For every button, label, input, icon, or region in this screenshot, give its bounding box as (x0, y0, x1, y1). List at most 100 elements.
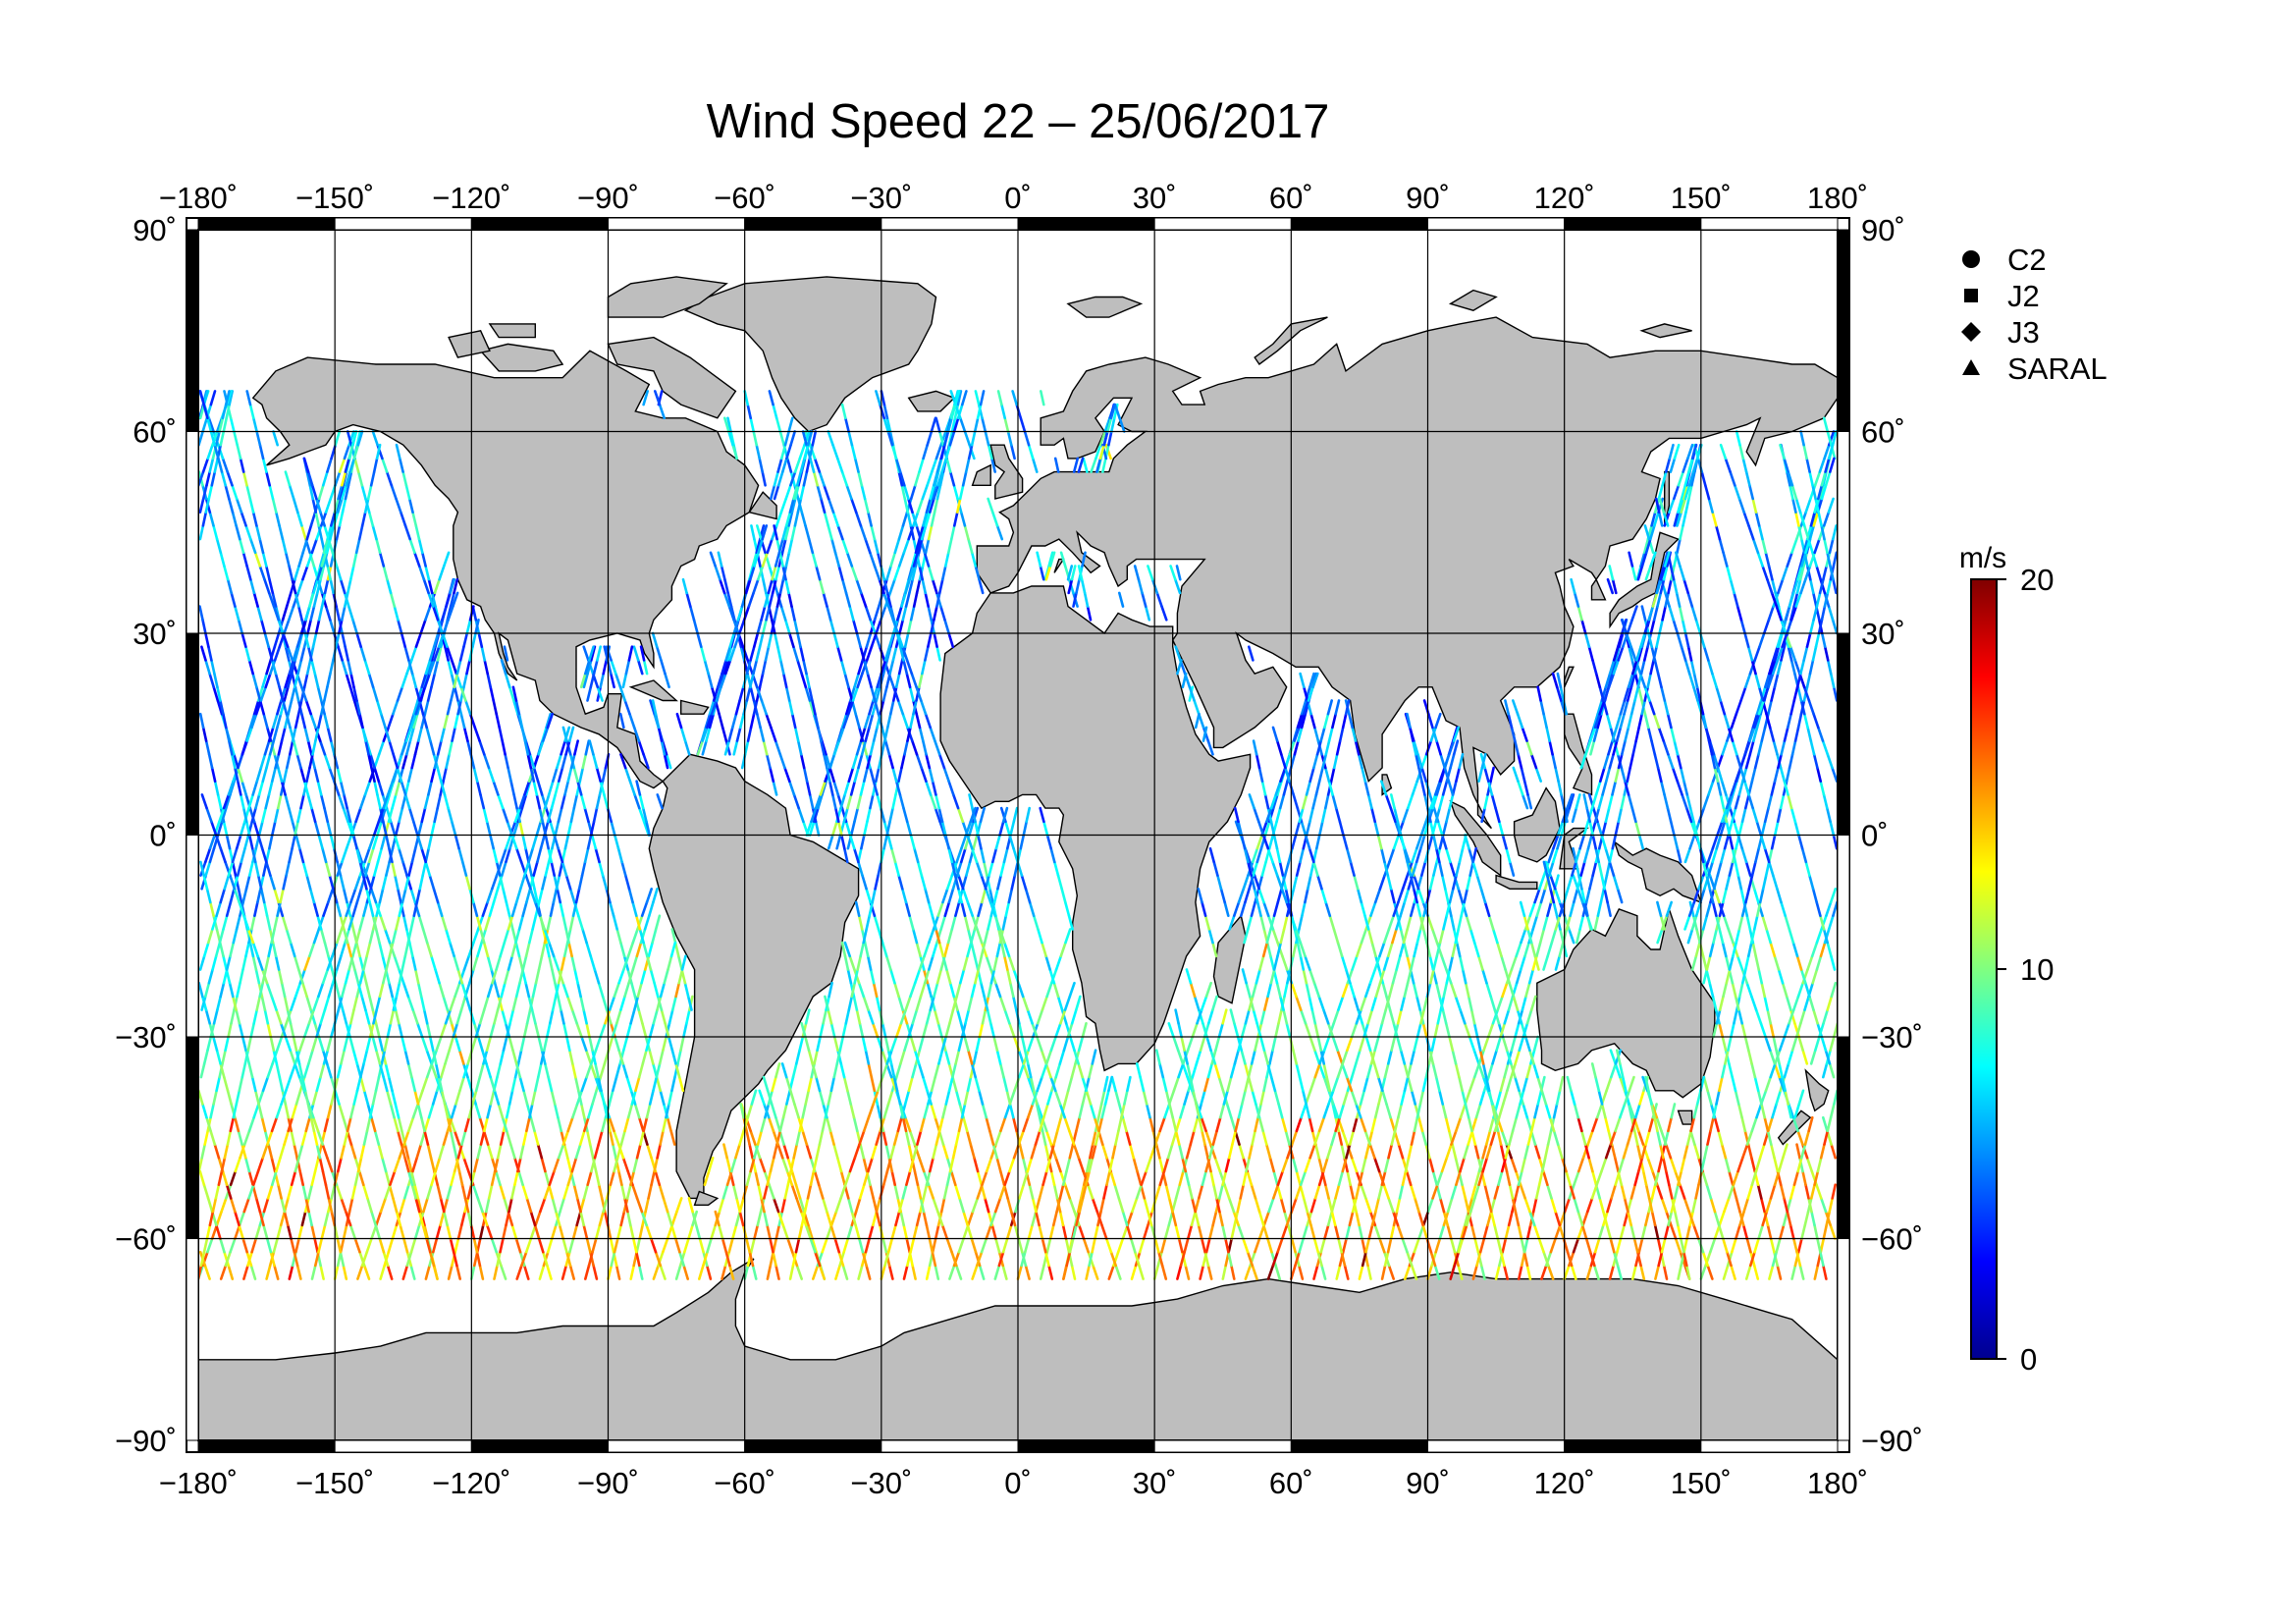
track-segment (409, 914, 416, 931)
track-segment (701, 726, 709, 742)
track-segment (1058, 1210, 1065, 1227)
track-segment (1592, 726, 1599, 742)
track-segment (1245, 1157, 1251, 1173)
track-segment (368, 928, 375, 945)
track-segment (413, 1183, 420, 1200)
track-segment (1671, 766, 1680, 784)
track-segment (1554, 887, 1562, 904)
track-segment (947, 631, 955, 649)
track-segment (370, 766, 376, 784)
track-segment (594, 1169, 601, 1186)
track-segment (1440, 834, 1448, 850)
track-segment (703, 659, 710, 676)
track-segment (846, 699, 855, 716)
track-segment (568, 887, 576, 904)
track-segment (319, 928, 327, 945)
track-segment (1262, 1075, 1268, 1093)
track-segment (1611, 834, 1618, 850)
track-segment (998, 1062, 1005, 1079)
track-segment (350, 430, 358, 447)
track-segment (270, 1169, 278, 1186)
track-segment (1481, 1143, 1488, 1160)
track-segment (1807, 1197, 1813, 1214)
track-segment (1177, 1237, 1184, 1254)
track-segment (1580, 618, 1587, 635)
track-segment (1321, 806, 1327, 824)
track-segment (219, 1062, 226, 1079)
track-segment (923, 941, 931, 958)
track-segment (1282, 1008, 1289, 1025)
track-segment (392, 1197, 399, 1214)
track-segment (770, 726, 777, 742)
track-segment (521, 954, 528, 971)
track-segment (1154, 1143, 1161, 1160)
track-segment (1784, 1089, 1789, 1106)
track-segment (1669, 820, 1676, 837)
track-segment (1661, 470, 1668, 487)
track-segment (1682, 483, 1688, 501)
track-segment (330, 1022, 337, 1039)
track-segment (342, 1115, 349, 1133)
track-segment (1758, 887, 1765, 904)
track-segment (910, 739, 919, 756)
track-segment (1302, 968, 1308, 985)
track-segment (918, 726, 925, 742)
track-segment (281, 914, 289, 931)
track-segment (1739, 618, 1746, 635)
track-segment (1741, 1143, 1749, 1160)
track-segment (506, 820, 513, 837)
track-segment (1644, 1129, 1651, 1146)
track-segment (1750, 1169, 1758, 1186)
track-segment (1570, 1264, 1577, 1280)
track-segment (1607, 793, 1614, 810)
track-segment (201, 416, 209, 433)
track-segment (1604, 1115, 1610, 1133)
track-segment (1318, 820, 1324, 837)
track-segment (1341, 712, 1348, 730)
track-segment (714, 565, 721, 581)
track-segment (1791, 1115, 1799, 1133)
track-segment (1080, 1183, 1086, 1200)
track-segment (293, 1143, 299, 1160)
track-segment (918, 1035, 925, 1052)
track-segment (205, 806, 213, 824)
track-segment (1584, 887, 1591, 904)
track-segment (811, 1062, 818, 1079)
track-segment (1233, 806, 1240, 824)
track-segment (546, 806, 554, 824)
track-segment (422, 577, 430, 595)
track-segment (1718, 900, 1726, 918)
track-segment (222, 968, 229, 985)
track-segment (400, 954, 407, 971)
track-segment (1778, 1035, 1787, 1052)
track-segment (1817, 726, 1825, 742)
track-segment (1525, 1115, 1533, 1133)
track-segment (862, 1157, 869, 1173)
track-segment (831, 511, 840, 527)
track-segment (430, 672, 437, 689)
track-segment (427, 1103, 435, 1119)
track-segment (860, 483, 867, 501)
track-segment (443, 793, 450, 810)
track-segment (501, 739, 507, 756)
track-segment (1142, 1089, 1148, 1106)
track-segment (839, 1169, 846, 1186)
track-segment (1566, 793, 1574, 810)
track-segment (1373, 1035, 1380, 1052)
track-segment (995, 524, 1004, 541)
track-segment (1293, 726, 1301, 742)
track-segment (337, 793, 346, 810)
track-segment (1257, 1210, 1265, 1227)
track-segment (1534, 1183, 1541, 1200)
track-segment (1075, 1115, 1081, 1133)
track-segment (909, 605, 916, 622)
track-segment (890, 443, 898, 460)
track-segment (316, 780, 323, 796)
track-segment (1570, 1089, 1576, 1106)
track-segment (749, 1129, 757, 1146)
track-segment (1326, 1143, 1333, 1160)
track-segment (305, 659, 312, 676)
track-segment (323, 995, 331, 1011)
track-segment (1801, 1049, 1809, 1065)
track-segment (827, 1008, 833, 1025)
